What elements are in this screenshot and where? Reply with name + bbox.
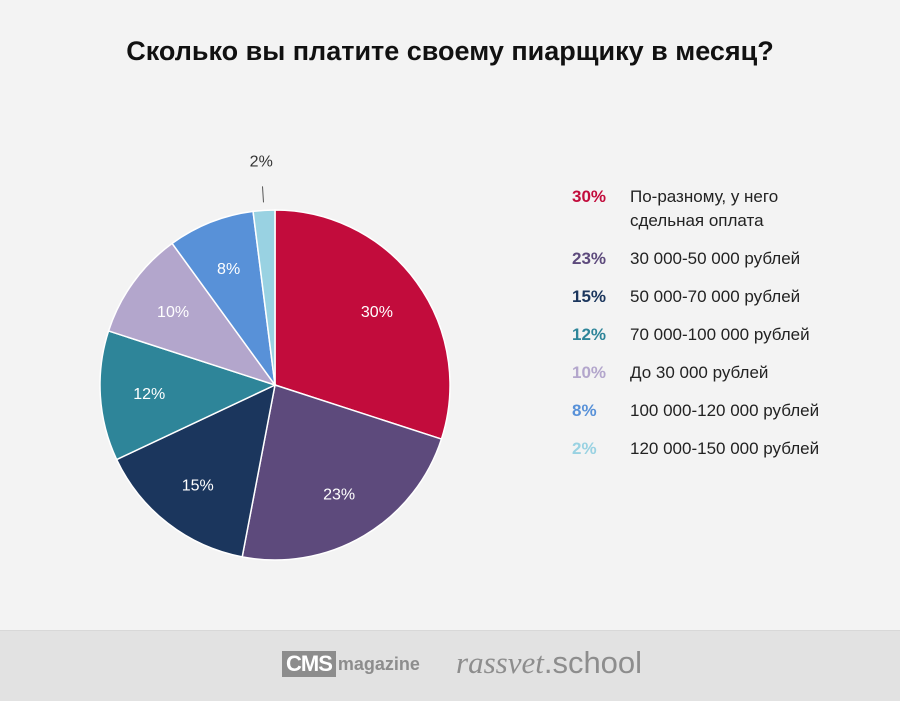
- slice-label: 15%: [182, 478, 214, 495]
- legend-percent: 2%: [572, 439, 597, 458]
- legend-percent: 30%: [572, 187, 607, 206]
- rassvet-logo-text: rassvet: [456, 645, 544, 680]
- legend-item: 8% 100 000-120 000 рублей: [572, 399, 892, 423]
- chart-title: Сколько вы платите своему пиарщику в мес…: [126, 36, 774, 66]
- pie-slice: [107, 242, 277, 387]
- legend-item: 23% 30 000-50 000 рублей: [572, 247, 892, 271]
- legend-percent: 15%: [572, 287, 607, 306]
- slice-label-outside: 2%: [250, 153, 273, 170]
- legend-item: 12% 70 000-100 000 рублей: [572, 323, 892, 347]
- slice-label: 30%: [361, 304, 393, 321]
- cms-magazine-logo: CMS magazine: [282, 651, 420, 677]
- legend-item: 10% До 30 000 рублей: [572, 361, 892, 385]
- legend-percent: 10%: [572, 363, 607, 382]
- rassvet-school-logo: rassvet.school: [456, 645, 642, 681]
- slice-label: 12%: [133, 386, 165, 403]
- legend-label: 120 000-150 000 рублей: [630, 439, 820, 458]
- legend-label: 30 000-50 000 рублей: [630, 249, 801, 268]
- legend-label: 70 000-100 000 рублей: [630, 325, 810, 344]
- pie-slice: [241, 384, 443, 561]
- footer: CMS magazine rassvet.school: [0, 630, 900, 701]
- pie-chart: 30% 23% 15% 12% 10% 8% 2%: [99, 153, 451, 561]
- legend: 30% По-разному, у него сдельная оплата 23%…: [572, 185, 892, 475]
- legend-label: 50 000-70 000 рублей: [630, 287, 801, 306]
- legend-item: 2% 120 000-150 000 рублей: [572, 437, 892, 461]
- leader-line: [262, 186, 265, 203]
- slice-label: 23%: [323, 486, 355, 503]
- pie-slice: [115, 383, 277, 558]
- cms-logo-text: CMS: [282, 651, 336, 677]
- legend-label: По-разному, у него сдельная оплата: [630, 187, 779, 230]
- legend-label: До 30 000 рублей: [630, 363, 769, 382]
- legend-label: 100 000-120 000 рублей: [630, 401, 820, 420]
- legend-item: 15% 50 000-70 000 рублей: [572, 285, 892, 309]
- slice-label: 8%: [217, 261, 240, 278]
- slice-label: 10%: [157, 304, 189, 321]
- legend-item: 30% По-разному, у него сдельная оплата: [572, 185, 892, 233]
- legend-percent: 8%: [572, 401, 597, 420]
- legend-percent: 23%: [572, 249, 607, 268]
- magazine-logo-text: magazine: [337, 653, 420, 674]
- legend-percent: 12%: [572, 325, 607, 344]
- pie-slice: [99, 329, 278, 461]
- school-logo-text: .school: [543, 645, 643, 680]
- pie-slice: [252, 209, 276, 386]
- pie-slice: [274, 209, 451, 441]
